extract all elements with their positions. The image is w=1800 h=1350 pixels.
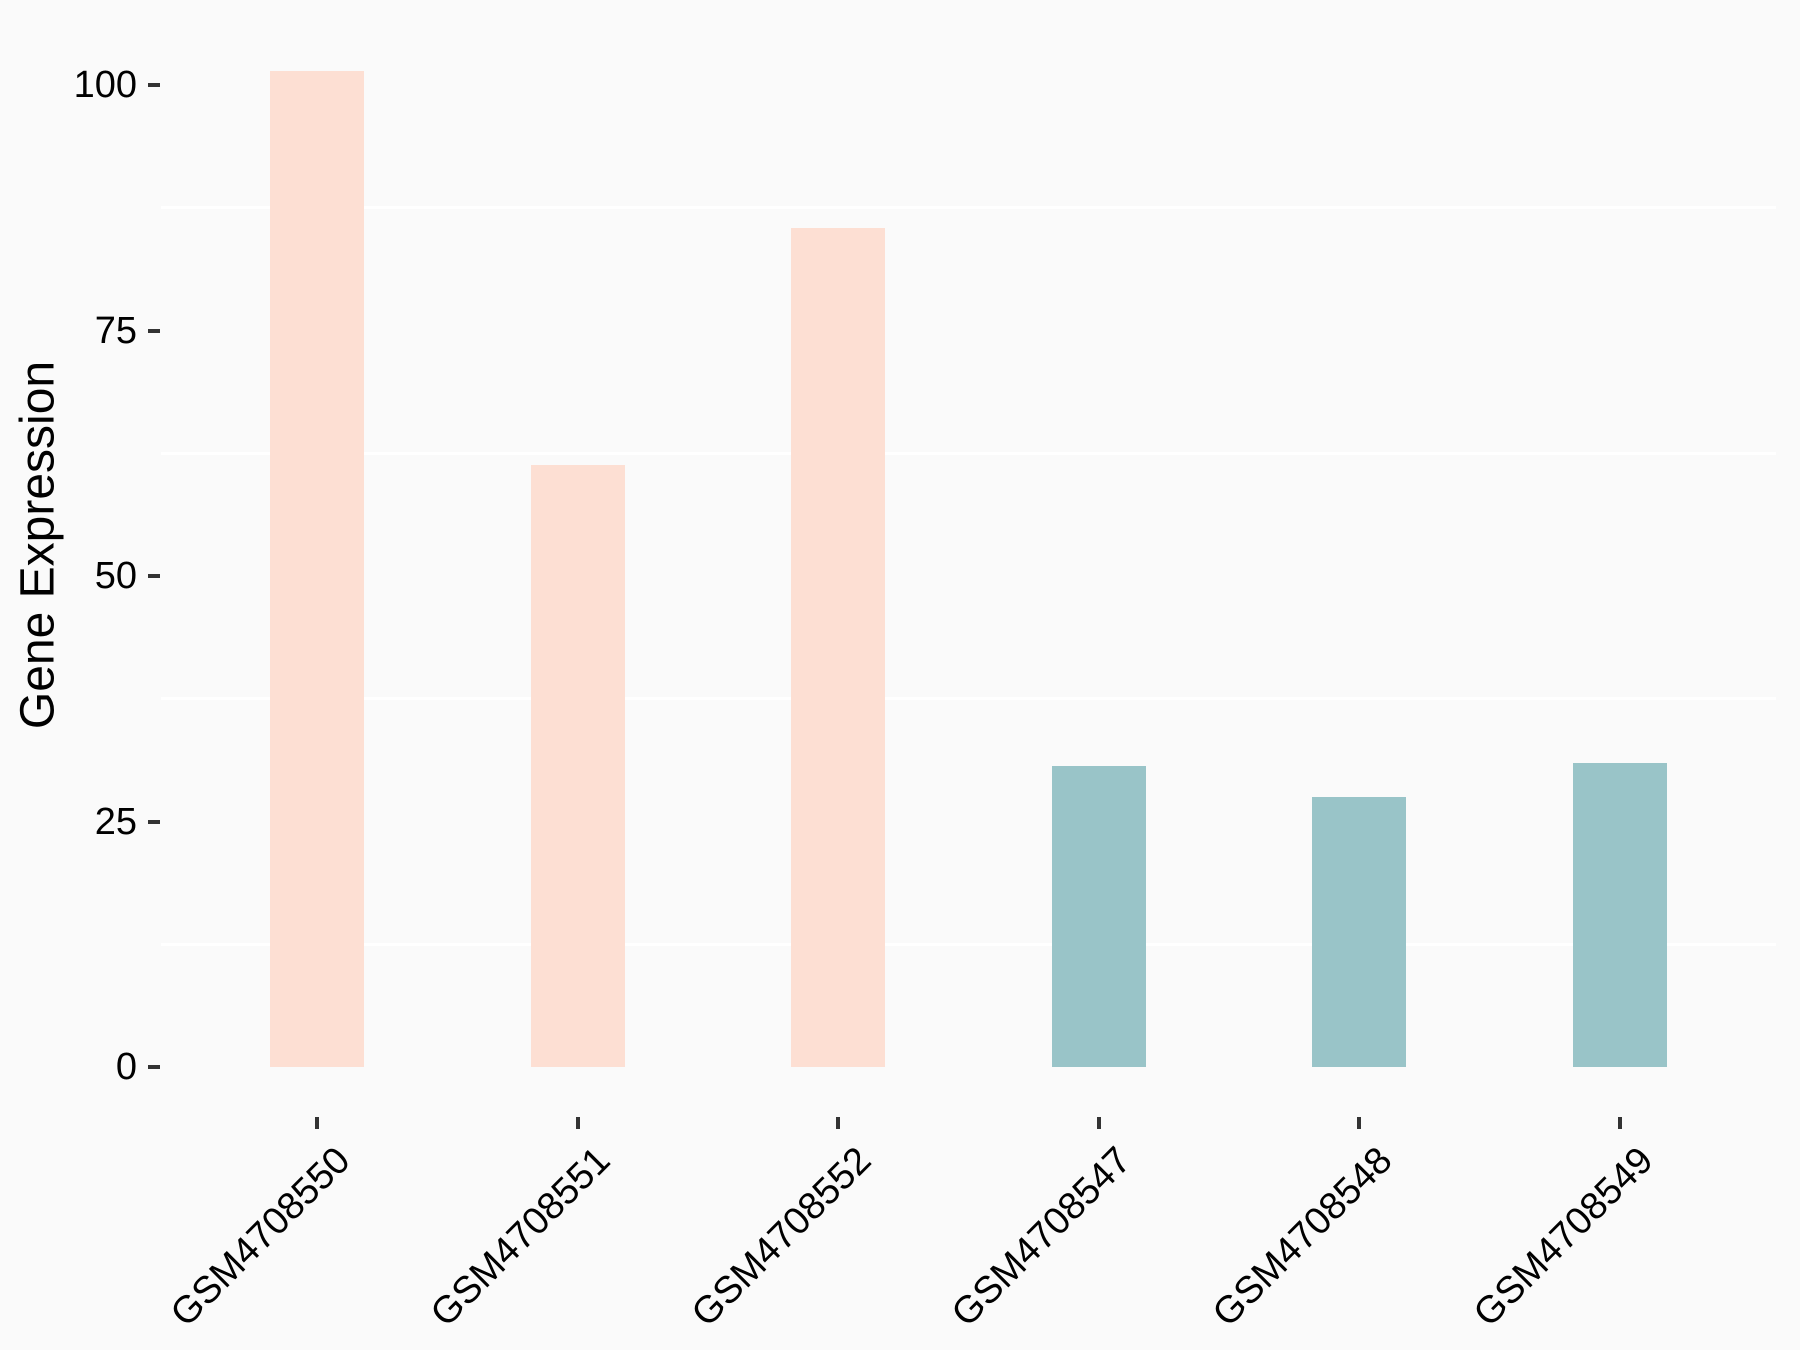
bar-GSM4708550 (270, 71, 364, 1067)
x-tick-label: GSM4708552 (683, 1139, 880, 1335)
x-tick-mark (315, 1117, 319, 1129)
bar-GSM4708548 (1312, 796, 1407, 1067)
bar-GSM4708549 (1573, 762, 1667, 1067)
bar-GSM4708552 (791, 228, 886, 1067)
x-tick-label: GSM4708550 (162, 1139, 358, 1335)
y-tick-label: 0 (115, 1046, 137, 1088)
x-tick-label: GSM4708549 (1465, 1139, 1661, 1335)
y-tick-label: 25 (94, 800, 137, 843)
x-tick-label: GSM4708548 (1204, 1139, 1401, 1335)
y-tick-label: 50 (94, 555, 137, 597)
x-tick-label: GSM4708551 (423, 1139, 619, 1335)
y-axis-title: Gene Expression (11, 360, 65, 730)
bar-GSM4708551 (530, 465, 625, 1067)
y-tick-mark (148, 819, 160, 824)
y-tick-mark (148, 574, 160, 578)
y-tick-label: 75 (94, 309, 137, 352)
x-tick-mark (836, 1117, 841, 1129)
minor-gridline (161, 697, 1776, 701)
x-tick-mark (1618, 1117, 1622, 1129)
y-tick-mark (148, 328, 160, 333)
y-tick-mark (148, 1065, 160, 1069)
minor-gridline (161, 451, 1776, 455)
minor-gridline (161, 942, 1776, 946)
x-tick-mark (1096, 1117, 1101, 1129)
x-tick-mark (1357, 1117, 1362, 1129)
y-tick-label: 100 (73, 64, 137, 106)
x-tick-mark (575, 1117, 580, 1129)
minor-gridline (161, 206, 1776, 210)
bar-GSM4708547 (1051, 765, 1146, 1067)
x-tick-label: GSM4708547 (944, 1139, 1140, 1335)
y-tick-mark (148, 83, 160, 87)
